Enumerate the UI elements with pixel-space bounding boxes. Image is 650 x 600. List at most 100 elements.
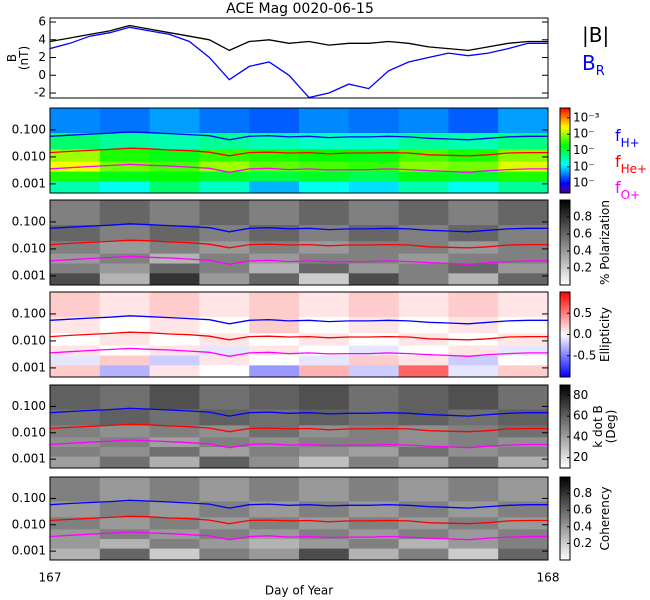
colorbar-slice xyxy=(560,362,570,365)
colorbar-slice xyxy=(560,545,570,549)
series-line xyxy=(50,239,548,249)
heatmap-cell xyxy=(249,436,300,448)
colorbar-slice xyxy=(560,465,570,469)
heatmap-cell xyxy=(398,316,449,334)
colorbar-slice xyxy=(560,234,570,237)
heatmap-cell xyxy=(348,456,400,468)
colorbar-slice xyxy=(560,397,570,401)
colorbar-label-line: Coherency xyxy=(598,486,612,550)
heatmap-cell xyxy=(299,477,350,502)
colorbar-slice xyxy=(560,455,570,459)
series-line xyxy=(50,499,548,509)
heatmap-cell xyxy=(99,436,151,448)
colorbar-slice xyxy=(560,353,570,357)
colorbar-slice xyxy=(560,449,570,452)
series-line xyxy=(50,407,548,417)
heatmap-cell xyxy=(249,253,300,264)
colorbar-slice xyxy=(560,418,570,421)
colorbar-slice xyxy=(560,405,570,409)
heatmap-cell xyxy=(249,477,300,502)
colorbar-label: Ellipticity xyxy=(598,307,612,362)
heatmap-cell xyxy=(149,180,200,193)
colorbar-slice xyxy=(560,514,570,517)
heatmap-cell xyxy=(448,446,499,457)
heatmap-cell xyxy=(498,355,548,366)
heatmap-cell xyxy=(448,263,499,274)
colorbar-slice xyxy=(560,395,570,398)
colorbar-slice xyxy=(560,169,570,173)
heatmap-cell xyxy=(398,364,449,377)
legend-subscript: H+ xyxy=(621,136,640,150)
colorbar-slice xyxy=(560,240,570,243)
heatmap-cell xyxy=(249,292,300,318)
heatmap-cell xyxy=(199,161,250,172)
heatmap-cell xyxy=(498,161,548,172)
colorbar-slice xyxy=(560,227,570,231)
panel xyxy=(50,200,548,285)
heatmap-cell xyxy=(199,108,250,134)
heatmap-cell xyxy=(299,446,350,457)
colorbar-slice xyxy=(560,282,570,286)
y-tick-label: 0.001 xyxy=(12,360,46,374)
colorbar-slice xyxy=(560,451,570,454)
heatmap-cell xyxy=(299,253,350,264)
colorbar-slice xyxy=(560,385,570,388)
colorbar-label-line: % Polarization xyxy=(598,200,612,285)
heatmap-cell xyxy=(498,200,548,226)
colorbar-slice xyxy=(560,549,570,553)
heatmap-cell xyxy=(299,538,350,549)
heatmap-cell xyxy=(448,292,499,318)
legend-entry: fHe+ xyxy=(615,152,647,176)
colorbar-slice xyxy=(560,463,570,467)
heatmap-cell xyxy=(299,408,350,426)
heatmap-cell xyxy=(299,316,350,334)
panel-frame xyxy=(49,199,549,286)
colorbar-slice xyxy=(560,321,570,325)
heatmap-cell xyxy=(398,345,449,356)
heatmap-cell xyxy=(498,148,548,162)
heatmap-cell xyxy=(50,253,101,264)
heatmap-cell xyxy=(50,477,101,502)
colorbar-slice xyxy=(560,336,570,340)
colorbar-slice xyxy=(560,127,570,130)
chart-title: ACE Mag 0020-06-15 xyxy=(226,1,374,17)
colorbar-slice xyxy=(560,296,570,299)
colorbar-slice xyxy=(560,499,570,503)
heatmap-cell xyxy=(149,548,200,560)
heatmap-cell xyxy=(199,446,250,457)
colorbar-slice xyxy=(560,516,570,519)
heatmap-cell xyxy=(299,292,350,318)
y-axis-label-line: B xyxy=(5,54,19,62)
colorbar-slice xyxy=(560,345,570,348)
colorbar-slice xyxy=(560,372,570,376)
colorbar-slice xyxy=(560,438,570,442)
colorbar-slice xyxy=(560,142,570,145)
y-tick-label: 0.001 xyxy=(12,176,46,190)
colorbar-slice xyxy=(560,221,570,224)
colorbar-slice xyxy=(560,319,570,323)
heatmap-cell xyxy=(398,436,449,448)
colorbar-slice xyxy=(560,533,570,536)
heatmap-cell xyxy=(299,456,350,468)
colorbar-tick-label: 0.2 xyxy=(573,261,592,275)
heatmap-cell xyxy=(199,253,250,264)
colorbar-slice xyxy=(560,178,570,181)
y-tick-label: 0.100 xyxy=(12,214,46,228)
colorbar-slice xyxy=(560,414,570,417)
colorbar-slice xyxy=(560,302,570,306)
legend-subscript: He+ xyxy=(621,162,647,176)
colorbar-slice xyxy=(560,219,570,222)
colorbar-label: % Polarization xyxy=(598,200,612,285)
heatmap-cell xyxy=(199,200,250,226)
heatmap-cell xyxy=(448,477,499,502)
heatmap-cell xyxy=(498,424,548,438)
heatmap-cell xyxy=(498,364,548,377)
heatmap-cell xyxy=(50,446,101,457)
colorbar-slice xyxy=(560,208,570,212)
heatmap-cell xyxy=(50,200,101,226)
heatmap-cell xyxy=(249,272,300,285)
heatmap-cell xyxy=(348,385,400,410)
colorbar-slice xyxy=(560,204,570,207)
series-line xyxy=(50,24,548,52)
colorbar-slice xyxy=(560,108,570,111)
